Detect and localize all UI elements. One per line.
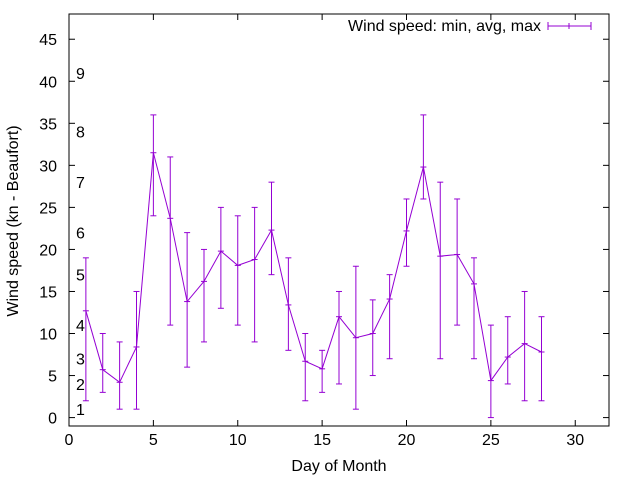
series-line [85,152,542,384]
beaufort-label: 8 [76,125,85,142]
y-tick-label: 20 [39,242,57,259]
beaufort-label: 3 [76,352,85,369]
x-tick-label: 5 [149,432,158,449]
x-tick-label: 10 [229,432,247,449]
y-tick-label: 5 [48,369,57,386]
x-tick-label: 0 [65,432,74,449]
beaufort-label: 2 [76,377,85,394]
x-tick-label: 15 [313,432,331,449]
y-tick-label: 30 [39,158,57,175]
plot-frame [68,13,610,427]
legend-label: Wind speed: min, avg, max [348,18,541,35]
y-tick-label: 45 [39,32,57,49]
legend: Wind speed: min, avg, max [348,18,592,35]
y-tick-label: 40 [39,74,57,91]
y-axis-label: Wind speed (kn - Beaufort) [5,125,22,316]
beaufort-label: 1 [76,402,85,419]
beaufort-label: 4 [76,318,85,335]
beaufort-label: 5 [76,268,85,285]
y-tick-label: 35 [39,116,57,133]
beaufort-label: 9 [76,66,85,83]
y-tick-label: 15 [39,284,57,301]
beaufort-label: 7 [76,175,85,192]
plot-layer [82,114,545,419]
x-tick-label: 30 [566,432,584,449]
x-tick-label: 20 [398,432,416,449]
y-tick-label: 0 [48,411,57,428]
x-tick-label: 25 [482,432,500,449]
beaufort-label: 6 [76,226,85,243]
y-tick-label: 25 [39,200,57,217]
y-tick-label: 10 [39,327,57,344]
x-axis-label: Day of Month [291,458,386,475]
